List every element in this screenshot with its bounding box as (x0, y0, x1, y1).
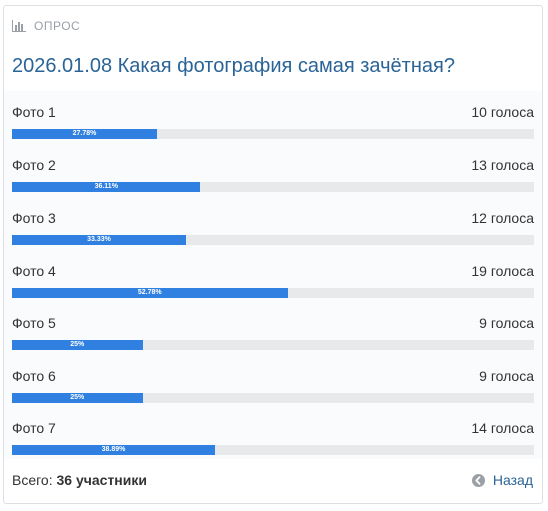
option-votes: 14 голоса (471, 420, 534, 436)
option-label: Фото 2 (12, 157, 56, 173)
poll-title: 2026.01.08 Какая фотография самая зачётн… (12, 55, 455, 77)
option-percent: 25% (70, 394, 85, 401)
option-percent: 36.11% (94, 183, 118, 190)
poll-option: Фото 7 14 голоса 38.89% (12, 413, 534, 458)
poll-option: Фото 6 9 голоса 25% (12, 361, 534, 406)
total-label: Всего: (12, 472, 53, 488)
option-label: Фото 3 (12, 210, 56, 226)
option-percent: 25% (70, 341, 85, 348)
poll-option: Фото 5 9 голоса 25% (12, 308, 534, 353)
option-label: Фото 4 (12, 263, 56, 279)
option-votes: 19 голоса (471, 263, 534, 279)
poll-option: Фото 3 12 голоса 33.33% (12, 203, 534, 248)
option-progress-bar: 25% (12, 393, 143, 403)
option-progress-track: 27.78% (12, 129, 534, 139)
option-progress-bar: 52.78% (12, 288, 288, 298)
option-percent: 38.89% (101, 446, 126, 453)
option-percent: 27.78% (72, 130, 97, 137)
poll-option: Фото 1 10 голоса 27.78% (12, 97, 534, 142)
poll-results: Фото 1 10 голоса 27.78% Фото 2 13 голоса… (4, 91, 542, 459)
option-label: Фото 5 (12, 315, 56, 331)
option-progress-bar: 27.78% (12, 129, 157, 139)
back-link[interactable]: Назад (471, 472, 533, 488)
poll-header: ОПРОС (12, 19, 80, 33)
option-progress-track: 33.33% (12, 235, 534, 245)
option-votes: 9 голоса (479, 315, 534, 331)
option-votes: 10 голоса (471, 104, 534, 120)
option-votes: 9 голоса (479, 368, 534, 384)
option-progress-bar: 36.11% (12, 182, 201, 192)
option-progress-track: 38.89% (12, 445, 534, 455)
back-label[interactable]: Назад (492, 472, 533, 488)
option-progress-track: 36.11% (12, 182, 534, 192)
option-label: Фото 1 (12, 104, 56, 120)
option-percent: 33.33% (87, 236, 111, 243)
option-progress-track: 25% (12, 340, 534, 350)
bar-chart-icon (12, 20, 26, 32)
option-progress-bar: 38.89% (12, 445, 215, 455)
poll-header-label: ОПРОС (34, 19, 81, 33)
poll-card: ОПРОС 2026.01.08 Какая фотография самая … (3, 5, 543, 504)
poll-option: Фото 2 13 голоса 36.11% (12, 150, 534, 195)
total-value: 36 участники (56, 472, 147, 488)
option-progress-track: 25% (12, 393, 534, 403)
option-votes: 13 голоса (471, 157, 534, 173)
option-percent: 52.78% (137, 289, 162, 296)
option-label: Фото 6 (12, 368, 56, 384)
total-participants: Всего: 36 участники (12, 472, 147, 488)
option-progress-track: 52.78% (12, 288, 534, 298)
option-progress-bar: 33.33% (12, 235, 186, 245)
option-votes: 12 голоса (471, 210, 534, 226)
arrow-left-circle-icon (471, 473, 485, 487)
option-progress-bar: 25% (12, 340, 143, 350)
option-label: Фото 7 (12, 420, 56, 436)
poll-option: Фото 4 19 голоса 52.78% (12, 256, 534, 301)
